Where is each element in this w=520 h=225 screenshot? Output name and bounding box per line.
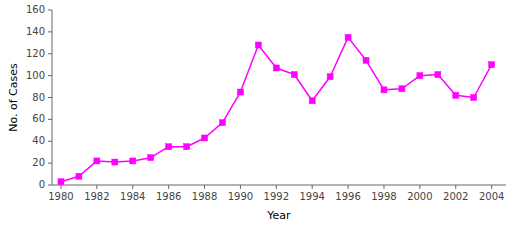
x-tick-label: 1988 bbox=[192, 191, 217, 202]
x-axis: 1980 1982 1984 1986 1988 1990 1992 1994 1996 1998… bbox=[48, 185, 506, 202]
marker bbox=[130, 158, 136, 164]
y-tick bbox=[48, 53, 52, 54]
y-tick bbox=[48, 31, 52, 32]
y-tick-label: 140 bbox=[26, 26, 45, 37]
y-axis-label: No. of Cases bbox=[7, 63, 20, 132]
y-axis: 0 20 40 60 80 100 120 140 160 bbox=[26, 4, 52, 190]
marker bbox=[417, 73, 423, 79]
x-tick-label: 1982 bbox=[84, 191, 109, 202]
marker bbox=[166, 144, 172, 150]
x-axis-line bbox=[52, 185, 506, 186]
y-tick-label: 20 bbox=[32, 157, 45, 168]
x-tick-label: 1980 bbox=[48, 191, 73, 202]
y-tick bbox=[48, 10, 52, 11]
marker bbox=[363, 57, 369, 63]
marker bbox=[112, 159, 118, 165]
x-axis-label: Year bbox=[266, 209, 291, 222]
y-tick-label: 80 bbox=[32, 92, 45, 103]
x-tick bbox=[276, 185, 277, 189]
marker bbox=[435, 72, 441, 78]
y-tick bbox=[48, 119, 52, 120]
x-tick bbox=[168, 185, 169, 189]
x-tick-label: 1990 bbox=[228, 191, 253, 202]
chart-container: 0204060801001201401601980198219841986198… bbox=[0, 0, 520, 225]
marker bbox=[471, 95, 477, 101]
x-tick-label: 1998 bbox=[371, 191, 396, 202]
y-tick-label: 0 bbox=[39, 179, 45, 190]
chart: 0204060801001201401601980198219841986198… bbox=[0, 0, 520, 225]
x-tick bbox=[312, 185, 313, 189]
x-tick-label: 1996 bbox=[335, 191, 360, 202]
marker bbox=[489, 62, 495, 68]
y-tick bbox=[48, 163, 52, 164]
y-tick bbox=[48, 141, 52, 142]
x-tick bbox=[132, 185, 133, 189]
marker bbox=[237, 89, 243, 95]
marker bbox=[273, 65, 279, 71]
marker bbox=[148, 155, 154, 161]
x-tick-label: 2000 bbox=[407, 191, 432, 202]
marker bbox=[94, 158, 100, 164]
marker bbox=[184, 144, 190, 150]
marker bbox=[453, 92, 459, 98]
x-tick bbox=[455, 185, 456, 189]
x-tick bbox=[60, 185, 61, 189]
x-tick-label: 1992 bbox=[264, 191, 289, 202]
y-tick-label: 160 bbox=[26, 4, 45, 15]
y-tick bbox=[48, 75, 52, 76]
x-tick bbox=[419, 185, 420, 189]
marker bbox=[291, 72, 297, 78]
marker bbox=[58, 179, 64, 185]
x-tick bbox=[491, 185, 492, 189]
marker bbox=[202, 135, 208, 141]
x-tick bbox=[240, 185, 241, 189]
x-tick-label: 1984 bbox=[120, 191, 145, 202]
line bbox=[61, 37, 492, 181]
marker bbox=[327, 74, 333, 80]
x-tick bbox=[383, 185, 384, 189]
x-tick-label: 2002 bbox=[443, 191, 468, 202]
marker bbox=[219, 120, 225, 126]
x-tick bbox=[348, 185, 349, 189]
y-tick bbox=[48, 185, 52, 186]
y-tick-label: 60 bbox=[32, 113, 45, 124]
marker bbox=[381, 87, 387, 93]
marker bbox=[345, 34, 351, 40]
x-tick-label: 2004 bbox=[479, 191, 504, 202]
marker bbox=[255, 42, 261, 48]
y-tick bbox=[48, 97, 52, 98]
marker bbox=[309, 98, 315, 104]
y-tick-label: 100 bbox=[26, 70, 45, 81]
y-tick-label: 40 bbox=[32, 135, 45, 146]
x-tick bbox=[204, 185, 205, 189]
y-tick-label: 120 bbox=[26, 48, 45, 59]
plot-area bbox=[58, 34, 495, 184]
x-tick-label: 1986 bbox=[156, 191, 181, 202]
x-tick bbox=[96, 185, 97, 189]
marker bbox=[76, 173, 82, 179]
x-tick-label: 1994 bbox=[299, 191, 324, 202]
marker bbox=[399, 86, 405, 92]
